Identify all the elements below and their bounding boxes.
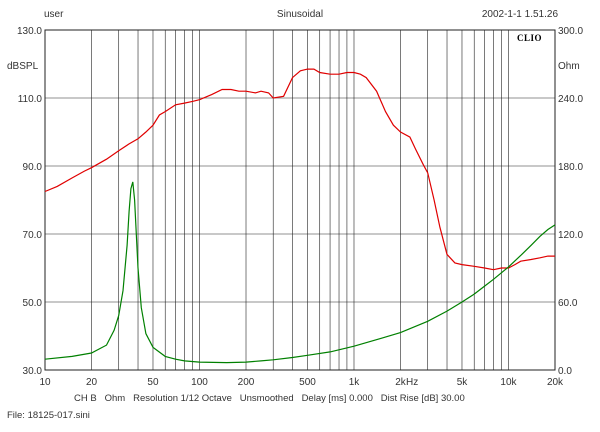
x-tick-label: 200 <box>238 377 255 388</box>
x-tick-label: 20k <box>547 377 564 388</box>
x-tick-label: 500 <box>299 377 316 388</box>
x-tick-label: 50 <box>147 377 159 388</box>
x-tick-label: 10 <box>39 377 51 388</box>
x-tick-labels: 10 20 50 100 200 500 1k 2k 5k 10k 20k <box>39 377 564 388</box>
x-tick-label: 20 <box>86 377 98 388</box>
x-tick-label: 100 <box>191 377 208 388</box>
y-left-tick-label: 70.0 <box>23 230 43 241</box>
y-right-tick-label: 0.0 <box>558 366 572 377</box>
x-tick-label: 1k <box>349 377 361 388</box>
y-right-tick-label: 240.0 <box>558 94 583 105</box>
y-right-tick-label: 300.0 <box>558 26 583 37</box>
y-right-tick-label: 60.0 <box>558 298 578 309</box>
y-right-tick-labels: 0.0 60.0 120.0 180.0 240.0 300.0 <box>558 26 583 377</box>
y-left-tick-labels: 30.0 50.0 70.0 90.0 110.0 130.0 <box>17 26 42 377</box>
y-left-tick-label: 130.0 <box>17 26 42 37</box>
plot-frame <box>44 29 556 371</box>
series-spl-line <box>44 68 555 271</box>
header-user: user <box>44 9 64 20</box>
y-left-tick-label: 30.0 <box>23 366 43 377</box>
brand-logo: CLIO <box>514 32 548 43</box>
series-impedance-line <box>44 181 556 364</box>
y-right-tick-label: 180.0 <box>558 162 583 173</box>
chart-title: Sinusoidal <box>276 9 324 20</box>
grid-lines <box>45 30 555 370</box>
x-tick-label: 10k <box>500 377 517 388</box>
y-left-axis-label: dBSPL <box>7 61 39 72</box>
measurement-settings: CH B Ohm Resolution 1/12 Octave Unsmooth… <box>74 393 465 404</box>
x-tick-label: 5k <box>457 377 469 388</box>
y-right-tick-label: 120.0 <box>558 230 583 241</box>
header-datetime: 2002-1-1 1.51.26 <box>481 9 558 20</box>
y-right-axis-label: Ohm <box>558 61 580 72</box>
y-left-tick-label: 110.0 <box>18 94 43 105</box>
y-left-tick-label: 90.0 <box>23 162 43 173</box>
file-name: File: 18125-017.sini <box>7 410 90 421</box>
brand-label: CLIO <box>517 33 542 43</box>
y-left-tick-label: 50.0 <box>23 298 43 309</box>
x-axis-unit-label: Hz <box>406 377 418 388</box>
x-tick-label: 2k <box>395 377 407 388</box>
